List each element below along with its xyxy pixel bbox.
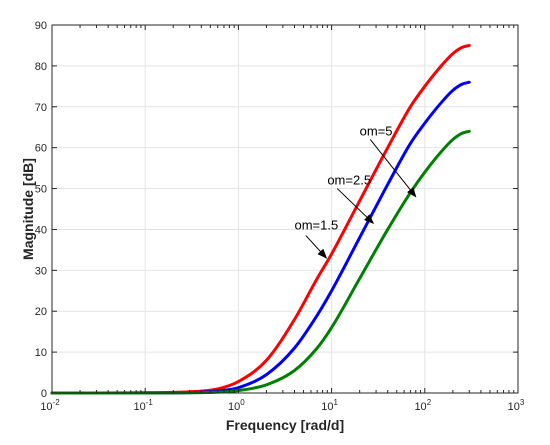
x-tick-label: 100: [228, 398, 245, 413]
annotation-label: om=1.5: [295, 217, 339, 232]
x-tick-label: 10-1: [134, 398, 154, 413]
y-axis-label: Magnitude [dB]: [20, 158, 36, 260]
annotations-group: om=5 om=2.5 om=1.5: [295, 123, 417, 259]
y-tick-label: 60: [35, 143, 47, 155]
y-tick-label: 90: [35, 20, 47, 32]
annotation-label: om=2.5: [327, 172, 371, 187]
annotation-arrow: [369, 139, 417, 198]
x-tick-label: 10-2: [40, 398, 60, 413]
plot-frame: [51, 24, 519, 394]
x-tick-label: 102: [414, 398, 431, 413]
y-tick-label: 70: [35, 102, 47, 114]
x-tick-label: 101: [321, 398, 338, 413]
x-axis-label: Frequency [rad/d]: [226, 417, 344, 433]
ticks-group: 10-2 10-1 100 101 102 103 0 10 20 30 40 50 60 70 80 90: [35, 20, 525, 413]
y-tick-label: 0: [41, 388, 47, 400]
annotation-arrow: [305, 235, 328, 259]
y-tick-label: 10: [35, 347, 47, 359]
plot-area: [52, 25, 518, 393]
y-tick-label: 50: [35, 184, 47, 196]
y-tick-label: 40: [35, 224, 47, 236]
y-tick-label: 20: [35, 306, 47, 318]
annotation-label: om=5: [360, 123, 393, 138]
y-tick-label: 30: [35, 265, 47, 277]
x-tick-label: 103: [508, 398, 525, 413]
y-tick-label: 80: [35, 61, 47, 73]
annotation-arrow: [336, 188, 374, 225]
